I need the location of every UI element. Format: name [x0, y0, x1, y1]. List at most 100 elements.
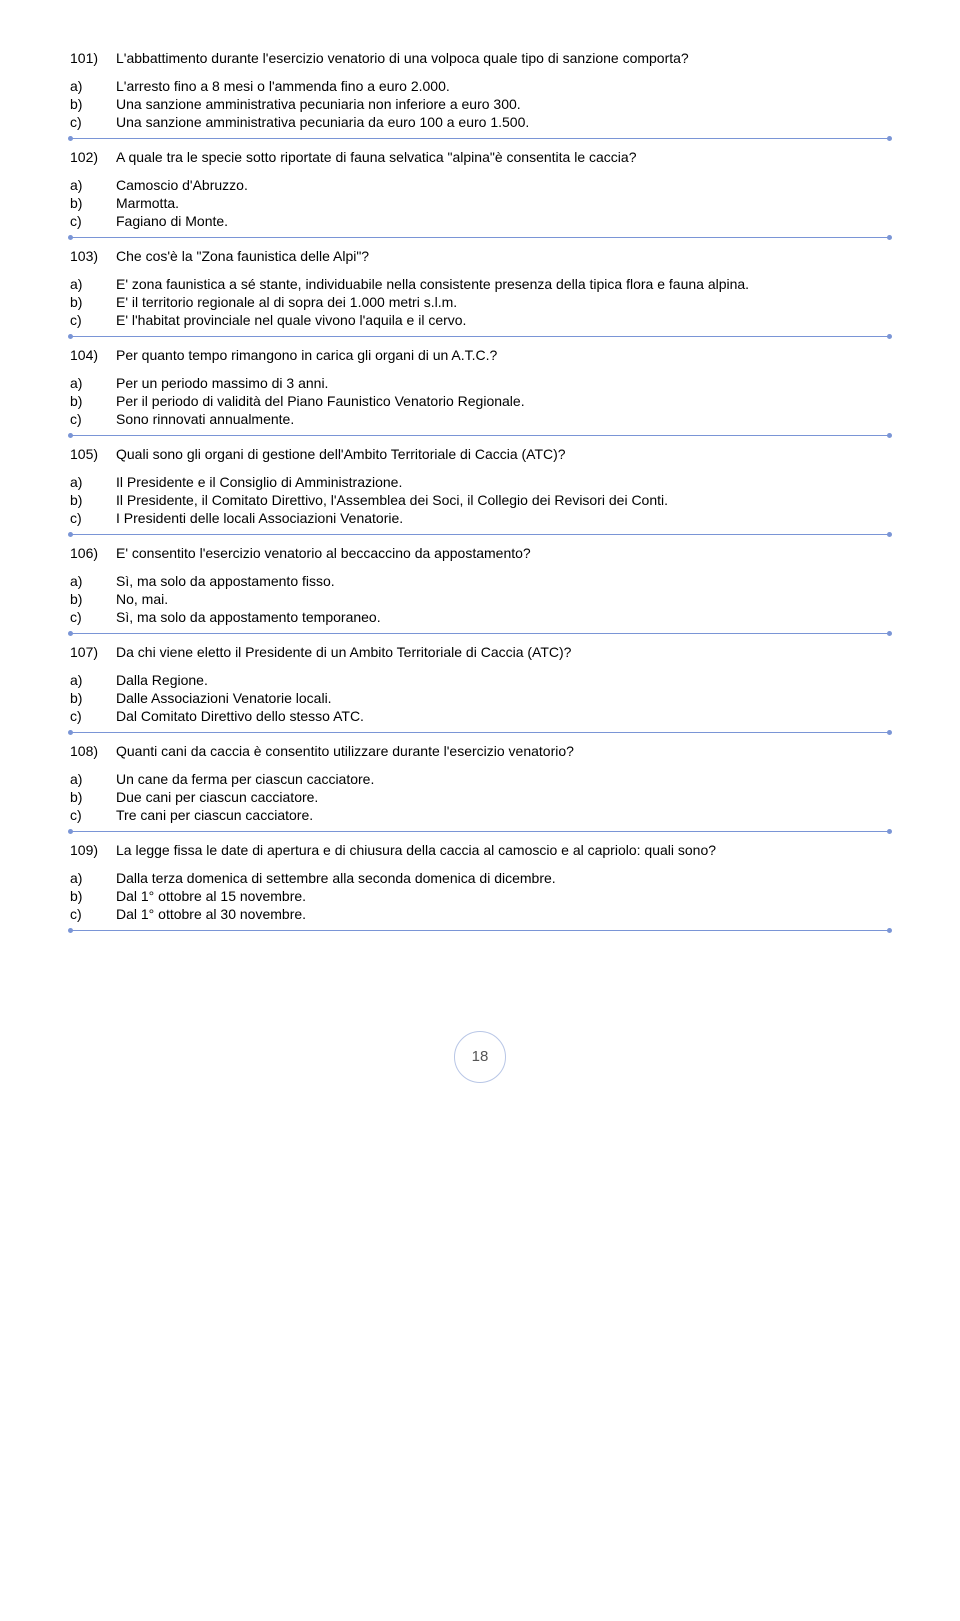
- question-text: A quale tra le specie sotto riportate di…: [116, 149, 890, 165]
- option-text: Dalla terza domenica di settembre alla s…: [116, 870, 890, 886]
- option-label: b): [70, 888, 116, 904]
- question-block: 105)Quali sono gli organi di gestione de…: [70, 446, 890, 535]
- divider: [70, 633, 890, 634]
- option-text: Dal Comitato Direttivo dello stesso ATC.: [116, 708, 890, 724]
- question-text: La legge fissa le date di apertura e di …: [116, 842, 890, 858]
- question-text: Quanti cani da caccia è consentito utili…: [116, 743, 890, 759]
- option-label: b): [70, 294, 116, 310]
- option-text: E' l'habitat provinciale nel quale vivon…: [116, 312, 890, 328]
- question-text: Che cos'è la "Zona faunistica delle Alpi…: [116, 248, 890, 264]
- option-row: b)Due cani per ciascun cacciatore.: [70, 789, 890, 805]
- option-row: b)Dalle Associazioni Venatorie locali.: [70, 690, 890, 706]
- option-row: b)Il Presidente, il Comitato Direttivo, …: [70, 492, 890, 508]
- question-block: 104)Per quanto tempo rimangono in carica…: [70, 347, 890, 436]
- question-row: 106)E' consentito l'esercizio venatorio …: [70, 545, 890, 561]
- option-label: b): [70, 393, 116, 409]
- option-label: a): [70, 375, 116, 391]
- option-row: c)Sono rinnovati annualmente.: [70, 411, 890, 427]
- option-text: Dal 1° ottobre al 15 novembre.: [116, 888, 890, 904]
- option-label: a): [70, 276, 116, 292]
- divider: [70, 732, 890, 733]
- question-number: 108): [70, 743, 116, 759]
- option-row: a)Un cane da ferma per ciascun cacciator…: [70, 771, 890, 787]
- options-list: a)Per un periodo massimo di 3 anni. b)Per…: [70, 375, 890, 427]
- option-label: c): [70, 609, 116, 625]
- option-label: c): [70, 708, 116, 724]
- option-row: b)Dal 1° ottobre al 15 novembre.: [70, 888, 890, 904]
- question-block: 106)E' consentito l'esercizio venatorio …: [70, 545, 890, 634]
- option-label: c): [70, 114, 116, 130]
- options-list: a)Il Presidente e il Consiglio di Ammini…: [70, 474, 890, 526]
- options-list: a)Camoscio d'Abruzzo.b)Marmotta.c)Fagian…: [70, 177, 890, 229]
- option-text: Per il periodo di validità del Piano Fau…: [116, 393, 890, 409]
- question-row: 108)Quanti cani da caccia è consentito u…: [70, 743, 890, 759]
- option-row: c)Dal Comitato Direttivo dello stesso AT…: [70, 708, 890, 724]
- question-block: 103)Che cos'è la "Zona faunistica delle …: [70, 248, 890, 337]
- option-text: Dalla Regione.: [116, 672, 890, 688]
- question-number: 106): [70, 545, 116, 561]
- option-label: a): [70, 672, 116, 688]
- option-text: Un cane da ferma per ciascun cacciatore.: [116, 771, 890, 787]
- document-page: 101)L'abbattimento durante l'esercizio v…: [0, 0, 960, 1123]
- question-text: E' consentito l'esercizio venatorio al b…: [116, 545, 890, 561]
- question-text: Per quanto tempo rimangono in carica gli…: [116, 347, 890, 363]
- question-block: 107)Da chi viene eletto il Presidente di…: [70, 644, 890, 733]
- question-number: 109): [70, 842, 116, 858]
- option-label: c): [70, 213, 116, 229]
- options-list: a)Dalla Regione.b)Dalle Associazioni Ven…: [70, 672, 890, 724]
- option-label: c): [70, 312, 116, 328]
- option-row: a)Per un periodo massimo di 3 anni.: [70, 375, 890, 391]
- option-row: c)Dal 1° ottobre al 30 novembre.: [70, 906, 890, 922]
- option-row: c)E' l'habitat provinciale nel quale viv…: [70, 312, 890, 328]
- option-text: Tre cani per ciascun cacciatore.: [116, 807, 890, 823]
- question-row: 109)La legge fissa le date di apertura e…: [70, 842, 890, 858]
- option-text: L'arresto fino a 8 mesi o l'ammenda fino…: [116, 78, 890, 94]
- question-text: Da chi viene eletto il Presidente di un …: [116, 644, 890, 660]
- option-label: a): [70, 474, 116, 490]
- question-text: L'abbattimento durante l'esercizio venat…: [116, 50, 890, 66]
- option-label: b): [70, 591, 116, 607]
- option-row: c)Fagiano di Monte.: [70, 213, 890, 229]
- option-label: a): [70, 78, 116, 94]
- question-block: 101)L'abbattimento durante l'esercizio v…: [70, 50, 890, 139]
- option-row: a)L'arresto fino a 8 mesi o l'ammenda fi…: [70, 78, 890, 94]
- options-list: a)E' zona faunistica a sé stante, indivi…: [70, 276, 890, 328]
- question-block: 102)A quale tra le specie sotto riportat…: [70, 149, 890, 238]
- option-label: c): [70, 807, 116, 823]
- option-row: b)Per il periodo di validità del Piano F…: [70, 393, 890, 409]
- option-label: c): [70, 411, 116, 427]
- option-text: Fagiano di Monte.: [116, 213, 890, 229]
- divider: [70, 534, 890, 535]
- option-label: a): [70, 870, 116, 886]
- option-label: b): [70, 492, 116, 508]
- option-text: Una sanzione amministrativa pecuniaria n…: [116, 96, 890, 112]
- option-text: Sì, ma solo da appostamento fisso.: [116, 573, 890, 589]
- question-number: 101): [70, 50, 116, 66]
- option-text: Dal 1° ottobre al 30 novembre.: [116, 906, 890, 922]
- option-row: a)Dalla Regione.: [70, 672, 890, 688]
- question-row: 101)L'abbattimento durante l'esercizio v…: [70, 50, 890, 66]
- option-label: a): [70, 771, 116, 787]
- option-row: c)Sì, ma solo da appostamento temporaneo…: [70, 609, 890, 625]
- option-row: a)Sì, ma solo da appostamento fisso.: [70, 573, 890, 589]
- option-text: Marmotta.: [116, 195, 890, 211]
- option-label: b): [70, 195, 116, 211]
- question-number: 102): [70, 149, 116, 165]
- option-row: a)Dalla terza domenica di settembre alla…: [70, 870, 890, 886]
- divider: [70, 138, 890, 139]
- page-number-container: 18: [70, 1031, 890, 1083]
- option-row: a)Camoscio d'Abruzzo.: [70, 177, 890, 193]
- option-text: E' il territorio regionale al di sopra d…: [116, 294, 890, 310]
- option-label: b): [70, 789, 116, 805]
- option-text: Una sanzione amministrativa pecuniaria d…: [116, 114, 890, 130]
- question-row: 107)Da chi viene eletto il Presidente di…: [70, 644, 890, 660]
- options-list: a)Dalla terza domenica di settembre alla…: [70, 870, 890, 922]
- option-text: Il Presidente, il Comitato Direttivo, l'…: [116, 492, 890, 508]
- option-label: b): [70, 690, 116, 706]
- option-text: Due cani per ciascun cacciatore.: [116, 789, 890, 805]
- question-number: 104): [70, 347, 116, 363]
- option-text: Dalle Associazioni Venatorie locali.: [116, 690, 890, 706]
- page-number: 18: [454, 1031, 506, 1083]
- option-text: Sì, ma solo da appostamento temporaneo.: [116, 609, 890, 625]
- question-number: 107): [70, 644, 116, 660]
